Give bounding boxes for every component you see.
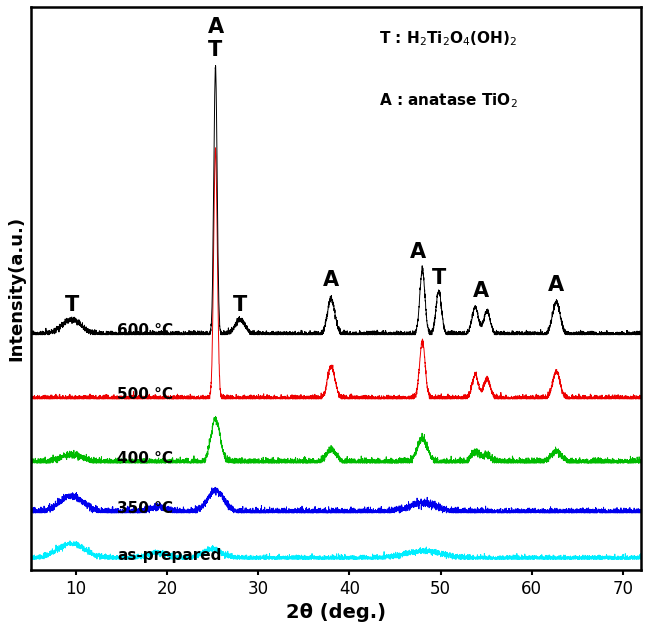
Text: T: T [64,295,78,315]
Text: T: T [209,40,223,60]
Y-axis label: Intensity(a.u.): Intensity(a.u.) [7,216,25,361]
X-axis label: 2θ (deg.): 2θ (deg.) [286,603,386,622]
Text: A: A [472,281,489,301]
Text: A : anatase TiO$_2$: A : anatase TiO$_2$ [378,91,517,110]
Text: A: A [207,17,224,37]
Text: T: T [233,295,248,315]
Text: T: T [432,269,446,288]
Text: 400 °C: 400 °C [117,452,173,467]
Text: 600 °C: 600 °C [117,323,173,338]
Text: 500 °C: 500 °C [117,387,173,403]
Text: A: A [548,276,564,296]
Text: A: A [323,270,340,290]
Text: as-prepared: as-prepared [117,548,222,563]
Text: A: A [410,242,426,262]
Text: T : H$_2$Ti$_2$O$_4$(OH)$_2$: T : H$_2$Ti$_2$O$_4$(OH)$_2$ [378,30,516,48]
Text: 350 °C: 350 °C [117,501,173,516]
